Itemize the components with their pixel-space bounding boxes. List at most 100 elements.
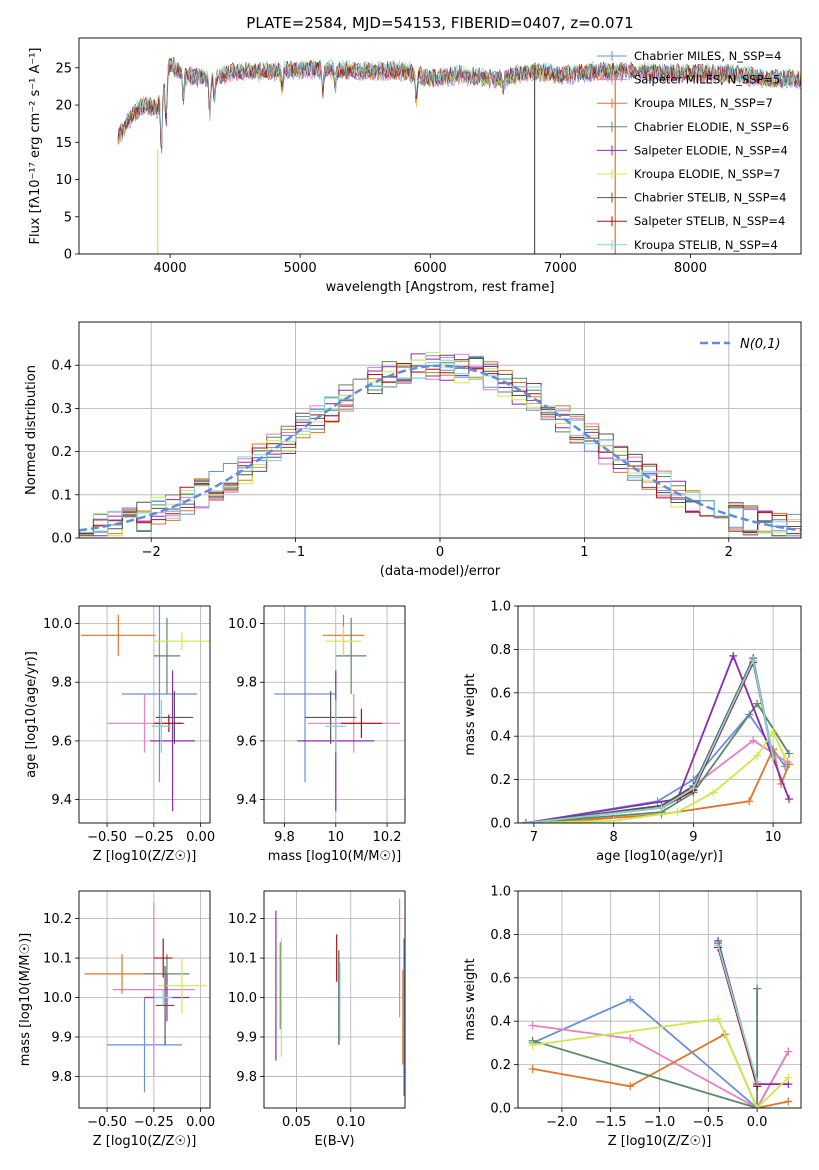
legend: Chabrier MILES, N_SSP=4 Salpeter MILES, N… bbox=[597, 49, 789, 252]
plot-area bbox=[117, 56, 801, 254]
panel-5: −0.50 −0.25 0.00 9.8 9.9 10.0 10.1 10.2 Z [log10… bbox=[18, 890, 215, 1149]
x-tick-label: 9.8 bbox=[274, 830, 295, 845]
y-tick-label: 25 bbox=[55, 61, 72, 76]
y-tick-label: 0.6 bbox=[490, 686, 511, 701]
x-tick-label: −0.5 bbox=[693, 1115, 725, 1130]
spectrum-series-kroupa_miles bbox=[117, 62, 801, 152]
y-axis-label: mass weight bbox=[463, 673, 478, 755]
weight-marker-kroupa_elodie bbox=[753, 751, 762, 760]
y-tick-label: 0.1 bbox=[51, 488, 72, 503]
legend-label: Salpeter ELODIE, N_SSP=4 bbox=[634, 143, 788, 157]
y-tick-label: 10.0 bbox=[43, 991, 72, 1006]
axes-frame bbox=[78, 37, 802, 255]
x-axis-label: E(B-V) bbox=[314, 1134, 354, 1149]
plot-area bbox=[79, 351, 801, 537]
y-tick-label: 0.8 bbox=[490, 928, 511, 943]
weight-marker-kroupa_elodie bbox=[528, 1041, 537, 1050]
weight-marker-salpeter_miles bbox=[528, 1021, 537, 1030]
weight-marker-kroupa_elodie bbox=[784, 1073, 793, 1082]
y-tick-label: 9.4 bbox=[51, 793, 72, 808]
y-tick-label: 10.1 bbox=[43, 952, 72, 967]
histogram-salpeter_stelib bbox=[79, 363, 801, 535]
legend-label: Chabrier ELODIE, N_SSP=6 bbox=[634, 120, 789, 134]
y-tick-label: 9.8 bbox=[51, 676, 72, 691]
x-tick-label: 0.0 bbox=[747, 1115, 768, 1130]
x-tick-label: 8 bbox=[610, 830, 618, 845]
y-tick-label: 0.4 bbox=[51, 359, 72, 374]
y-tick-label: 9.8 bbox=[236, 676, 257, 691]
weight-line-salpeter_miles bbox=[525, 739, 788, 823]
y-tick-label: 9.6 bbox=[51, 734, 72, 749]
y-axis-label: Flux [fλ10⁻¹⁷ erg cm⁻² s⁻¹ A⁻¹] bbox=[28, 48, 43, 245]
x-tick-label: 10 bbox=[765, 830, 782, 845]
y-tick-label: 0.2 bbox=[490, 773, 511, 788]
plot-area bbox=[521, 651, 794, 823]
y-tick-label: 0.3 bbox=[51, 402, 72, 417]
y-tick-label: 0.8 bbox=[490, 643, 511, 658]
y-tick-label: 0.4 bbox=[490, 1015, 511, 1030]
y-tick-label: 10.0 bbox=[43, 617, 72, 632]
x-tick-label: 7 bbox=[530, 830, 538, 845]
axes-frame bbox=[78, 605, 211, 824]
weight-marker-salpeter_elodie bbox=[729, 651, 738, 660]
axes-frame bbox=[263, 605, 406, 824]
weight-marker-kroupa_elodie bbox=[769, 727, 778, 736]
panel-6: 0.05 0.10 9.8 9.9 10.0 10.1 10.2 E(B-V) bbox=[228, 890, 406, 1149]
y-axis-label: age [log10(age/yr)] bbox=[24, 651, 39, 778]
x-tick-label: −0.25 bbox=[134, 830, 174, 845]
y-tick-label: 10 bbox=[55, 173, 72, 188]
weight-marker-kroupa_miles bbox=[745, 797, 754, 806]
x-tick-label: 0 bbox=[436, 545, 444, 560]
panel-7: −2.0 −1.5 −1.0 −0.5 0.0 0.0 0.2 0.4 0.6 0.8 1.0 Z [… bbox=[463, 885, 802, 1149]
weight-marker-kroupa_miles bbox=[784, 1097, 793, 1106]
x-tick-label: 2 bbox=[725, 545, 733, 560]
x-tick-label: 5000 bbox=[284, 261, 317, 276]
x-tick-label: −0.50 bbox=[87, 1115, 127, 1130]
x-axis-label: Z [log10(Z/Z☉)] bbox=[93, 849, 197, 864]
x-tick-label: 0.10 bbox=[336, 1115, 365, 1130]
panel-2: −0.50 −0.25 0.00 9.4 9.6 9.8 10.0 Z [log10(Z/Z☉… bbox=[24, 605, 215, 864]
y-tick-label: 1.0 bbox=[490, 885, 511, 900]
weight-line-kroupa_stelib bbox=[525, 657, 774, 823]
weight-marker-kroupa_stelib bbox=[521, 819, 530, 823]
y-tick-label: 9.9 bbox=[51, 1030, 72, 1045]
x-tick-label: 9 bbox=[689, 830, 697, 845]
axes-frame bbox=[263, 890, 406, 1109]
weight-marker-kroupa_miles bbox=[528, 1064, 537, 1073]
y-tick-label: 9.8 bbox=[236, 1070, 257, 1085]
axes-frame bbox=[517, 605, 802, 824]
weight-marker-chabrier_elodie bbox=[753, 699, 762, 708]
x-tick-label: −0.25 bbox=[134, 1115, 174, 1130]
x-axis-label: age [log10(age/yr)] bbox=[596, 849, 723, 864]
spectrum-series-kroupa_stelib bbox=[117, 57, 801, 147]
weight-marker-kroupa_elodie bbox=[781, 753, 790, 762]
x-tick-label: 0.05 bbox=[282, 1115, 311, 1130]
panel-4: 7 8 9 10 0.0 0.2 0.4 0.6 0.8 1.0 age [log10(age/yr… bbox=[463, 600, 802, 864]
y-tick-label: 9.8 bbox=[51, 1070, 72, 1085]
weight-line-salpeter_stelib bbox=[525, 659, 774, 823]
y-axis-label: mass [log10(M/M☉)] bbox=[18, 933, 33, 1066]
x-tick-label: −2.0 bbox=[546, 1115, 578, 1130]
weight-line-salpeter_elodie bbox=[525, 653, 790, 823]
panel-1: −2 −1 0 1 2 0.0 0.1 0.2 0.3 0.4 (data-model)/error… bbox=[24, 321, 802, 579]
legend-label: Chabrier STELIB, N_SSP=4 bbox=[634, 191, 786, 205]
plot-area bbox=[80, 606, 210, 812]
panel-0: 4000 5000 6000 7000 8000 0 5 10 15 20 25 wavelength… bbox=[28, 14, 802, 295]
x-tick-label: 10.2 bbox=[373, 830, 402, 845]
x-tick-label: 8000 bbox=[674, 261, 707, 276]
x-axis-label: (data-model)/error bbox=[380, 564, 501, 579]
y-tick-label: 0.2 bbox=[51, 445, 72, 460]
axes-frame bbox=[78, 890, 211, 1109]
x-tick-label: 6000 bbox=[414, 261, 447, 276]
weight-marker-chabrier_elodie bbox=[753, 984, 762, 993]
weight-marker-salpeter_elodie bbox=[785, 795, 794, 804]
legend-label: Salpeter MILES, N_SSP=5 bbox=[634, 73, 780, 87]
weight-line-chabrier_stelib bbox=[525, 655, 774, 823]
weight-marker-kroupa_elodie bbox=[709, 788, 718, 797]
legend-label: Kroupa MILES, N_SSP=7 bbox=[634, 96, 773, 110]
weight-line-salpeter_miles bbox=[532, 1024, 790, 1108]
weight-marker-chabrier_elodie bbox=[785, 749, 794, 758]
weight-marker-kroupa_elodie bbox=[673, 808, 682, 817]
y-tick-label: 0.2 bbox=[490, 1058, 511, 1073]
weight-marker-kroupa_stelib bbox=[753, 1077, 762, 1086]
